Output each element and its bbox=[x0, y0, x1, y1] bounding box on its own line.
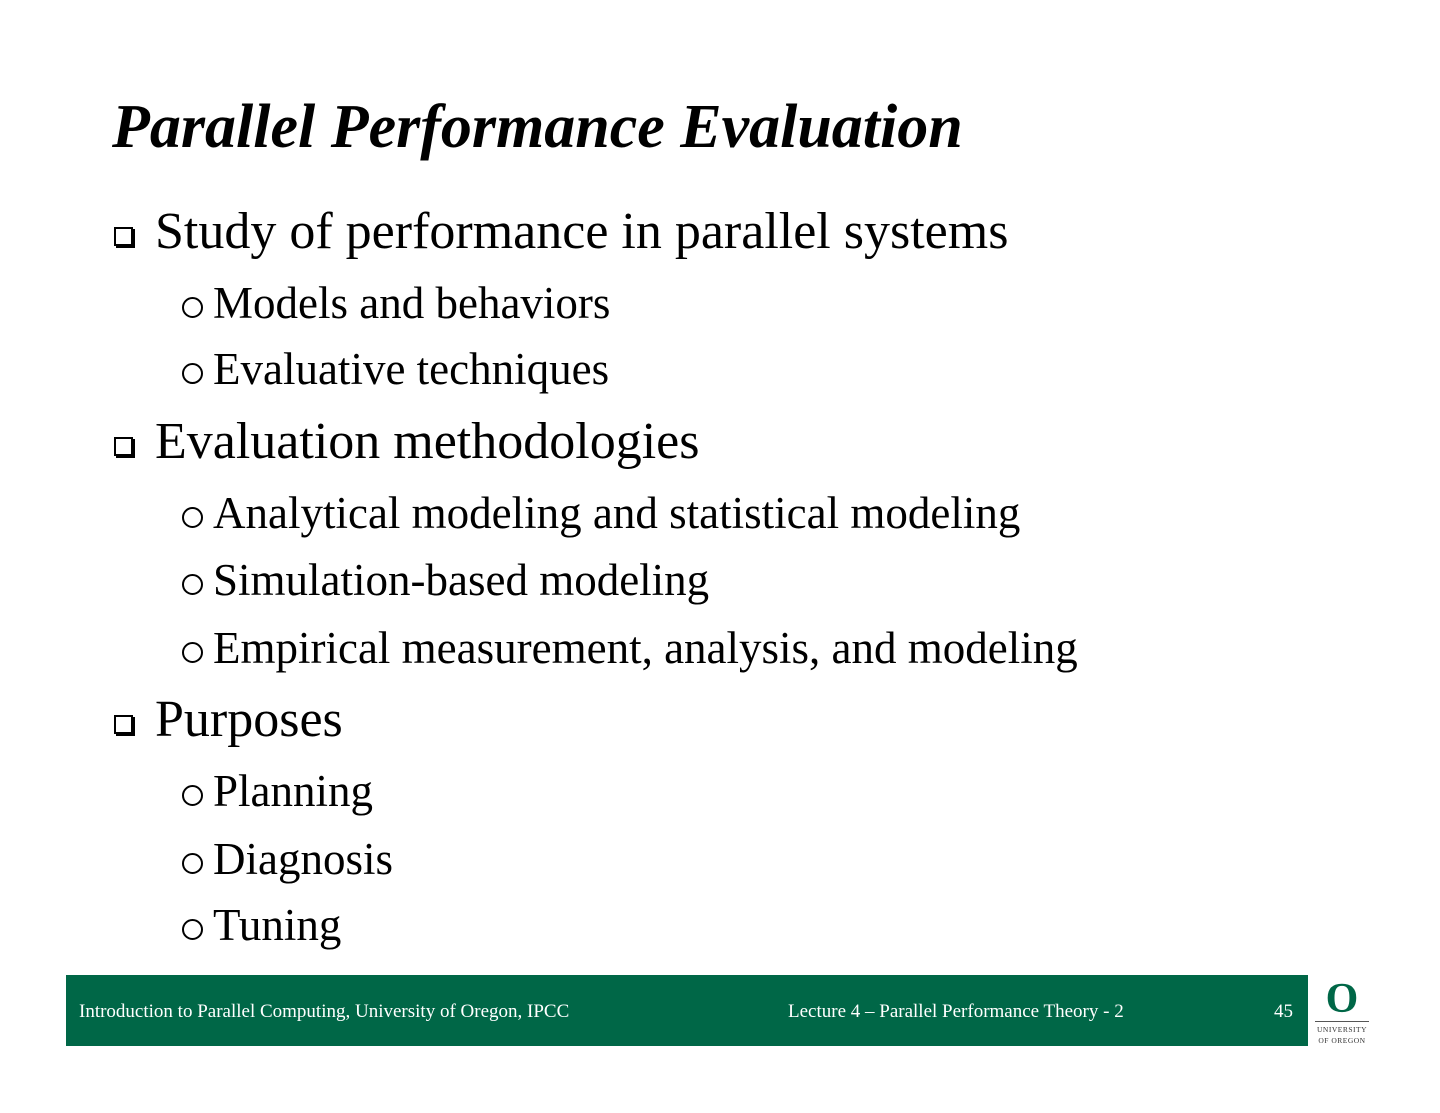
bullet-text: Evaluation methodologies bbox=[155, 413, 700, 470]
footer-bar: Introduction to Parallel Computing, Univ… bbox=[66, 975, 1308, 1046]
circle-bullet-icon bbox=[182, 363, 203, 384]
sub-bullet-item: Diagnosis bbox=[182, 837, 393, 882]
sub-bullet-item: Tuning bbox=[182, 903, 341, 948]
university-logo: O UNIVERSITY OF OREGON bbox=[1313, 978, 1371, 1046]
footer-course: Introduction to Parallel Computing, Univ… bbox=[79, 1001, 570, 1022]
circle-bullet-icon bbox=[182, 297, 203, 318]
square-bullet-icon bbox=[114, 227, 133, 246]
sub-bullet-text: Models and behaviors bbox=[213, 278, 611, 328]
sub-bullet-item: Evaluative techniques bbox=[182, 347, 609, 392]
square-bullet-icon bbox=[114, 437, 133, 456]
sub-bullet-text: Diagnosis bbox=[213, 834, 393, 884]
sub-bullet-text: Analytical modeling and statistical mode… bbox=[213, 488, 1021, 538]
sub-bullet-item: Planning bbox=[182, 769, 373, 814]
bullet-item: Evaluation methodologies bbox=[114, 416, 699, 468]
circle-bullet-icon bbox=[182, 919, 203, 940]
sub-bullet-text: Planning bbox=[213, 766, 374, 816]
sub-bullet-item: Models and behaviors bbox=[182, 281, 610, 326]
circle-bullet-icon bbox=[182, 853, 203, 874]
circle-bullet-icon bbox=[182, 785, 203, 806]
bullet-text: Study of performance in parallel systems bbox=[155, 203, 1009, 260]
circle-bullet-icon bbox=[182, 574, 203, 595]
sub-bullet-item: Simulation-based modeling bbox=[182, 558, 709, 603]
footer-lecture: Lecture 4 – Parallel Performance Theory … bbox=[788, 1001, 1124, 1022]
bullet-item: Study of performance in parallel systems bbox=[114, 206, 1008, 258]
slide-title: Parallel Performance Evaluation bbox=[112, 93, 963, 161]
logo-text: UNIVERSITY bbox=[1317, 1025, 1367, 1034]
logo-text: OF OREGON bbox=[1318, 1035, 1366, 1045]
sub-bullet-item: Empirical measurement, analysis, and mod… bbox=[182, 626, 1078, 671]
sub-bullet-text: Simulation-based modeling bbox=[213, 555, 710, 605]
square-bullet-icon bbox=[114, 715, 133, 734]
bullet-text: Purposes bbox=[155, 691, 343, 748]
page-number: 45 bbox=[1274, 1001, 1293, 1022]
circle-bullet-icon bbox=[182, 642, 203, 663]
sub-bullet-text: Tuning bbox=[213, 900, 342, 950]
logo-divider bbox=[1315, 1021, 1369, 1022]
sub-bullet-item: Analytical modeling and statistical mode… bbox=[182, 491, 1020, 536]
circle-bullet-icon bbox=[182, 507, 203, 528]
bullet-item: Purposes bbox=[114, 694, 343, 746]
oregon-o-icon: O bbox=[1325, 976, 1359, 1022]
sub-bullet-text: Evaluative techniques bbox=[213, 344, 610, 394]
sub-bullet-text: Empirical measurement, analysis, and mod… bbox=[213, 623, 1078, 673]
